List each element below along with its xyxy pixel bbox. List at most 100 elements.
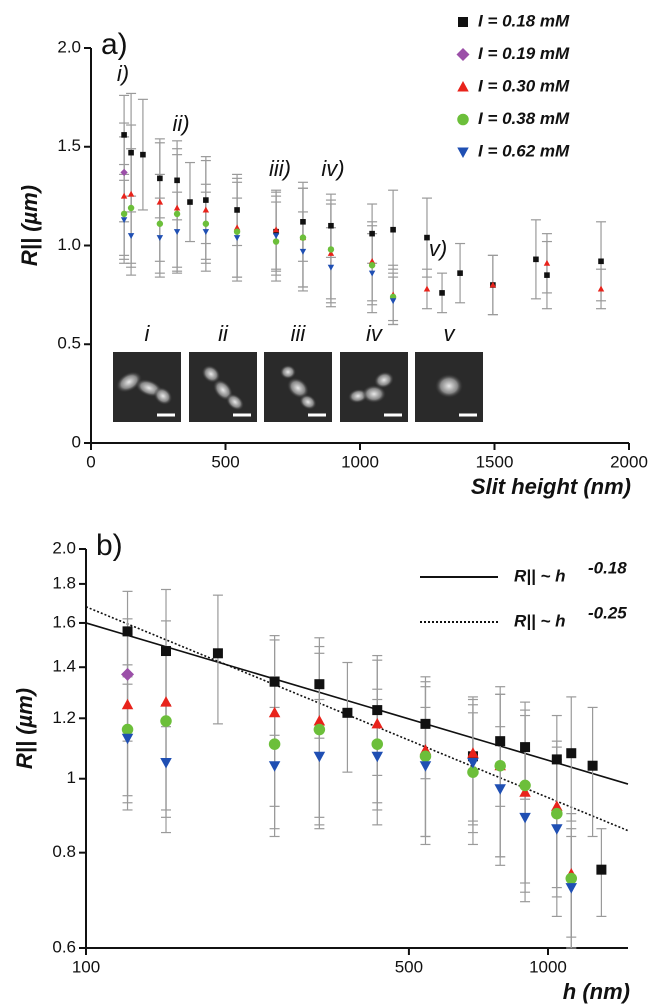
marker [121,698,134,710]
marker [596,864,607,875]
marker [202,206,210,213]
marker [372,705,383,716]
annotation: iv) [321,156,344,181]
marker [495,736,506,747]
marker [272,226,280,233]
x-tick-label: 1000 [341,452,379,471]
marker [120,168,128,177]
marker [272,233,280,239]
error-bar [587,706,598,838]
fit-legend-label: R|| ~ h [514,566,566,585]
marker [140,151,146,158]
marker [299,234,307,241]
x-tick-label: 1000 [529,957,567,976]
error-bar [212,594,223,725]
annotation: ii) [172,111,189,136]
x-axis-label: h (nm) [563,979,630,1004]
marker [543,259,551,266]
inset-blob [226,393,244,411]
marker [519,779,531,792]
marker [328,222,334,229]
marker [234,207,240,213]
marker [157,175,163,182]
annotation: i) [117,61,129,86]
marker [457,270,463,276]
marker [121,132,127,138]
inset-blob [287,377,309,399]
marker [327,264,335,271]
marker [268,738,281,750]
y-tick-label: 1.5 [57,136,81,155]
marker [299,248,307,255]
marker [269,676,280,687]
marker [233,228,241,235]
marker [439,290,445,296]
marker [551,824,563,835]
marker [533,256,539,263]
marker [161,646,172,657]
fit-line [85,622,629,785]
marker [467,758,479,769]
marker [327,250,335,256]
marker [566,748,577,759]
x-tick-label: 100 [72,957,100,976]
marker [121,723,134,736]
legend-label: I = 0.62 mM [478,141,570,160]
marker [551,807,563,820]
marker [313,715,326,726]
legend-label: I = 0.38 mM [478,109,570,128]
annotation: v) [429,236,447,261]
marker [120,217,128,224]
marker [519,812,531,824]
marker [272,238,280,245]
marker [342,707,353,718]
error-bar [420,706,431,838]
marker [313,723,326,736]
marker [314,679,325,690]
y-tick-label: 2.0 [57,37,81,56]
panel-label: b) [96,529,123,562]
marker [598,258,604,265]
marker [369,230,375,237]
error-bar [551,758,562,918]
marker [419,761,432,772]
marker [128,149,134,156]
x-tick-label: 0 [86,452,95,471]
inset-label: iii [291,321,307,346]
x-tick-label: 2000 [610,452,648,471]
marker [173,204,181,211]
fit-legend-label: R|| ~ h [514,611,566,630]
marker [371,717,384,729]
marker [127,204,135,212]
marker [160,758,172,769]
marker [202,229,210,236]
y-tick-label: 0.8 [52,842,76,861]
marker [156,235,164,241]
legend-marker [457,81,469,92]
marker [467,766,479,778]
marker [122,626,133,637]
y-tick-label: 2.0 [52,538,76,557]
marker [551,754,562,765]
marker [268,761,281,772]
marker [212,648,223,659]
marker [300,219,306,225]
inset-blob [116,371,142,393]
marker [368,270,376,277]
marker [544,272,550,278]
inset-blob [362,385,386,403]
marker [120,192,128,199]
marker [187,199,193,205]
marker [233,235,241,241]
marker [120,210,128,218]
marker [121,667,135,681]
marker [389,298,397,305]
y-tick-label: 0.6 [52,937,76,956]
legend-marker [456,48,470,61]
marker [467,747,479,758]
marker [565,883,578,894]
y-tick-label: 0.5 [57,334,81,353]
error-bar [495,726,506,866]
inset-blob [435,374,463,398]
